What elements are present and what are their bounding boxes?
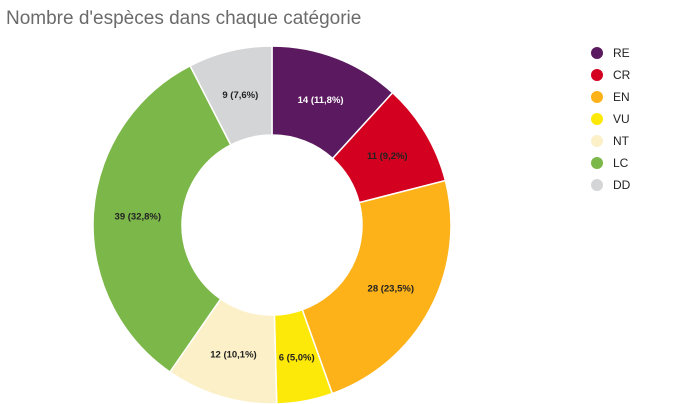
legend-label: EN: [613, 90, 630, 104]
legend-item-lc: LC: [591, 152, 630, 174]
legend-swatch: [591, 47, 603, 59]
legend-swatch: [591, 135, 603, 147]
legend-item-re: RE: [591, 42, 630, 64]
legend-label: VU: [613, 112, 630, 126]
legend-label: CR: [613, 68, 631, 82]
legend-item-dd: DD: [591, 174, 630, 196]
data-label-nt: 12 (10,1%): [210, 349, 256, 360]
legend-label: RE: [613, 46, 630, 60]
data-label-lc: 39 (32,8%): [115, 212, 161, 223]
chart-title: Nombre d'espèces dans chaque catégorie: [6, 8, 362, 29]
legend-item-en: EN: [591, 86, 630, 108]
legend-swatch: [591, 157, 603, 169]
data-label-vu: 6 (5,0%): [279, 353, 315, 364]
slice-en: [301, 179, 452, 395]
legend-label: LC: [613, 156, 629, 170]
slice-lc: [92, 64, 232, 374]
legend-label: DD: [613, 178, 631, 192]
data-label-cr: 11 (9,2%): [367, 151, 408, 162]
legend-swatch: [591, 91, 603, 103]
slice-dd: [189, 45, 273, 146]
data-label-dd: 9 (7,6%): [222, 90, 258, 101]
data-label-re: 14 (11,8%): [298, 95, 344, 106]
legend-swatch: [591, 69, 603, 81]
legend-label: NT: [613, 134, 629, 148]
data-label-en: 28 (23,5%): [368, 284, 414, 295]
legend-swatch: [591, 179, 603, 191]
legend-item-vu: VU: [591, 108, 630, 130]
legend-swatch: [591, 113, 603, 125]
legend: RE CR EN VU NT LC DD: [591, 42, 630, 196]
legend-item-nt: NT: [591, 130, 630, 152]
legend-item-cr: CR: [591, 64, 630, 86]
